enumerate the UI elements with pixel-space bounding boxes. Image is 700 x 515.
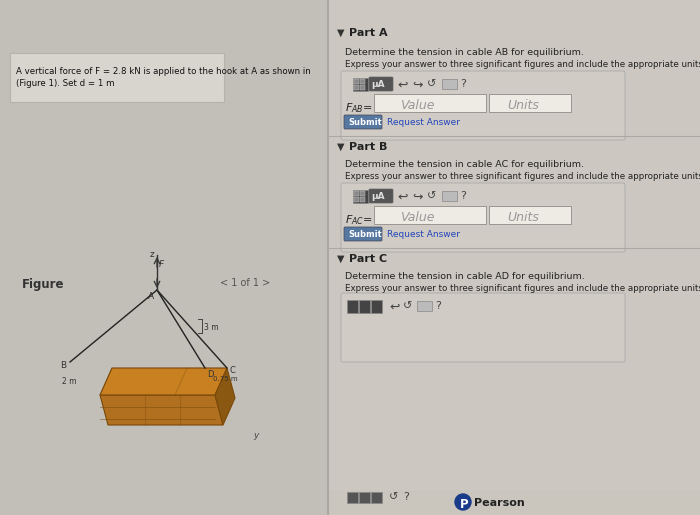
FancyBboxPatch shape (10, 53, 224, 102)
FancyBboxPatch shape (328, 0, 700, 515)
FancyBboxPatch shape (442, 78, 456, 89)
Text: ↺: ↺ (427, 191, 436, 201)
Text: Units: Units (507, 211, 539, 224)
Text: $F_{AC}$=: $F_{AC}$= (345, 213, 372, 227)
FancyBboxPatch shape (360, 79, 365, 84)
FancyBboxPatch shape (369, 189, 393, 203)
FancyBboxPatch shape (346, 300, 358, 313)
Text: Determine the tension in cable AC for equilibrium.: Determine the tension in cable AC for eq… (345, 160, 584, 169)
FancyBboxPatch shape (360, 197, 365, 202)
Text: ?: ? (435, 301, 441, 311)
Text: y: y (253, 431, 258, 440)
Text: μA: μA (371, 80, 384, 89)
FancyBboxPatch shape (442, 191, 456, 200)
Text: D: D (207, 370, 214, 379)
Text: ▼: ▼ (337, 254, 344, 264)
FancyBboxPatch shape (341, 183, 625, 252)
FancyBboxPatch shape (360, 85, 365, 90)
Text: ▼: ▼ (337, 142, 344, 152)
Text: μA: μA (371, 192, 384, 201)
FancyBboxPatch shape (358, 491, 370, 503)
Text: Pearson: Pearson (474, 498, 525, 508)
Text: ↺: ↺ (389, 492, 398, 502)
Text: (Figure 1). Set d = 1 m: (Figure 1). Set d = 1 m (16, 79, 115, 88)
FancyBboxPatch shape (416, 300, 431, 311)
Polygon shape (100, 395, 223, 425)
Text: Part A: Part A (349, 28, 388, 38)
Text: $F_{AB}$=: $F_{AB}$= (345, 101, 372, 115)
Text: Express your answer to three significant figures and include the appropriate uni: Express your answer to three significant… (345, 284, 700, 293)
FancyBboxPatch shape (358, 300, 370, 313)
Text: C: C (229, 366, 235, 375)
FancyBboxPatch shape (353, 77, 368, 91)
FancyBboxPatch shape (489, 94, 571, 112)
FancyBboxPatch shape (346, 491, 358, 503)
Text: ↺: ↺ (427, 79, 436, 89)
Polygon shape (100, 368, 227, 395)
Text: ↩: ↩ (397, 79, 407, 92)
Text: B: B (60, 361, 66, 370)
Text: Part C: Part C (349, 254, 387, 264)
Text: P: P (459, 498, 468, 511)
Text: ▼: ▼ (337, 28, 344, 38)
Text: 0.75 m: 0.75 m (213, 376, 237, 382)
Text: Value: Value (400, 211, 435, 224)
FancyBboxPatch shape (369, 77, 393, 91)
Text: Figure: Figure (22, 278, 64, 291)
FancyBboxPatch shape (354, 79, 359, 84)
FancyBboxPatch shape (360, 191, 365, 196)
Text: Units: Units (507, 99, 539, 112)
FancyBboxPatch shape (341, 71, 625, 140)
Text: Value: Value (400, 99, 435, 112)
Text: Express your answer to three significant figures and include the appropriate uni: Express your answer to three significant… (345, 172, 700, 181)
Text: 2 m: 2 m (62, 377, 76, 386)
Text: Determine the tension in cable AB for equilibrium.: Determine the tension in cable AB for eq… (345, 48, 584, 57)
FancyBboxPatch shape (374, 206, 486, 224)
FancyBboxPatch shape (354, 197, 359, 202)
FancyBboxPatch shape (341, 293, 625, 362)
FancyBboxPatch shape (0, 0, 700, 12)
Text: ↺: ↺ (403, 301, 412, 311)
Text: F: F (159, 260, 164, 269)
FancyBboxPatch shape (489, 206, 571, 224)
Text: ?: ? (403, 492, 409, 502)
FancyBboxPatch shape (374, 94, 486, 112)
FancyBboxPatch shape (353, 190, 368, 202)
Text: z: z (150, 250, 155, 259)
Text: ↪: ↪ (412, 191, 423, 204)
Text: Request Answer: Request Answer (387, 118, 460, 127)
Text: Submit: Submit (348, 118, 382, 127)
Text: Express your answer to three significant figures and include the appropriate uni: Express your answer to three significant… (345, 60, 700, 69)
Text: A vertical force of F = 2.8 kN is applied to the hook at A as shown in: A vertical force of F = 2.8 kN is applie… (16, 67, 311, 76)
FancyBboxPatch shape (354, 85, 359, 90)
FancyBboxPatch shape (344, 115, 382, 129)
Text: Determine the tension in cable AD for equilibrium.: Determine the tension in cable AD for eq… (345, 272, 584, 281)
Text: ?: ? (460, 191, 466, 201)
Polygon shape (215, 368, 235, 425)
Text: ↩: ↩ (389, 301, 400, 314)
Text: Part B: Part B (349, 142, 387, 152)
FancyBboxPatch shape (370, 491, 382, 503)
FancyBboxPatch shape (344, 227, 382, 241)
Circle shape (455, 494, 471, 510)
FancyBboxPatch shape (0, 0, 328, 515)
Text: ?: ? (460, 79, 466, 89)
Text: < 1 of 1 >: < 1 of 1 > (220, 278, 270, 288)
Text: ↩: ↩ (397, 191, 407, 204)
FancyBboxPatch shape (370, 300, 382, 313)
FancyBboxPatch shape (354, 191, 359, 196)
Text: Request Answer: Request Answer (387, 230, 460, 239)
FancyBboxPatch shape (328, 490, 700, 515)
Text: 3 m: 3 m (204, 323, 218, 332)
Text: A: A (148, 292, 154, 301)
Text: ↪: ↪ (412, 79, 423, 92)
Text: Submit: Submit (348, 230, 382, 239)
